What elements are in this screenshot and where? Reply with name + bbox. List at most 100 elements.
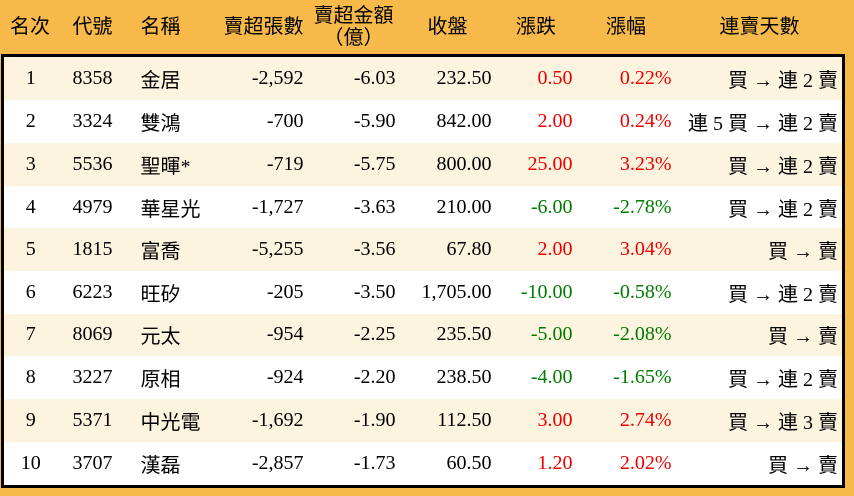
sell-volume-cell: -954 bbox=[266, 323, 304, 346]
sell-amount-cell: -2.25 bbox=[353, 323, 396, 346]
stock-name-cell: 原相 bbox=[140, 369, 181, 392]
stock-code-cell: 4979 bbox=[72, 195, 113, 218]
table-row: 6 6223 旺矽 -205 -3.50 1,705.00 -10.00 -0.… bbox=[2, 270, 844, 314]
ranking-table: 名次 代號 名稱 賣超張數 賣超金額 （億） 收盤 漲跌 漲幅 連賣天數 1 8… bbox=[1, 0, 845, 488]
header-streak: 連賣天數 bbox=[719, 15, 800, 38]
sell-amount-cell: -3.63 bbox=[353, 195, 396, 218]
stock-code-cell: 3707 bbox=[72, 451, 113, 474]
table-row: 7 8069 元太 -954 -2.25 235.50 -5.00 -2.08%… bbox=[2, 313, 844, 357]
sell-volume-cell: -1,692 bbox=[251, 408, 304, 431]
rank-cell: 2 bbox=[25, 110, 36, 133]
change-pct-cell: 3.04% bbox=[619, 238, 672, 261]
rank-cell: 6 bbox=[25, 280, 36, 303]
stock-name-cell: 聖暉* bbox=[140, 155, 191, 178]
header-change-pct: 漲幅 bbox=[606, 15, 646, 38]
sell-volume-cell: -205 bbox=[266, 280, 304, 303]
stock-code-cell: 3227 bbox=[72, 366, 113, 389]
sell-amount-cell: -5.90 bbox=[353, 110, 396, 133]
sell-volume-cell: -2,592 bbox=[251, 67, 304, 90]
sell-volume-cell: -924 bbox=[266, 366, 304, 389]
close-price-cell: 60.50 bbox=[446, 451, 492, 474]
table-row: 10 3707 漢磊 -2,857 -1.73 60.50 1.20 2.02%… bbox=[2, 441, 844, 487]
rank-cell: 3 bbox=[25, 152, 36, 175]
stock-name-cell: 旺矽 bbox=[140, 283, 181, 306]
header-change: 漲跌 bbox=[516, 15, 556, 38]
streak-cell: 買 → 連 2 賣 bbox=[728, 198, 838, 221]
rank-cell: 10 bbox=[20, 451, 41, 474]
stock-code-cell: 8069 bbox=[72, 323, 113, 346]
change-cell: 3.00 bbox=[537, 408, 573, 431]
change-cell: -4.00 bbox=[530, 366, 573, 389]
streak-cell: 買 → 連 2 賣 bbox=[728, 283, 838, 306]
change-pct-cell: 0.24% bbox=[619, 110, 672, 133]
streak-cell: 買 → 連 2 賣 bbox=[728, 369, 838, 392]
change-cell: -6.00 bbox=[530, 195, 573, 218]
close-price-cell: 800.00 bbox=[436, 152, 492, 175]
stock-code-cell: 5371 bbox=[72, 408, 113, 431]
change-cell: 0.50 bbox=[537, 67, 573, 90]
table-row: 2 3324 雙鴻 -700 -5.90 842.00 2.00 0.24% 連… bbox=[2, 100, 844, 144]
change-pct-cell: 3.23% bbox=[619, 152, 672, 175]
sell-volume-cell: -2,857 bbox=[251, 451, 304, 474]
change-cell: -10.00 bbox=[520, 280, 573, 303]
header-name: 名稱 bbox=[140, 15, 181, 38]
sell-volume-cell: -700 bbox=[266, 110, 304, 133]
header-sell-amount-line2: （億） bbox=[323, 27, 384, 49]
close-price-cell: 67.80 bbox=[446, 238, 492, 261]
rank-cell: 8 bbox=[25, 366, 36, 389]
stock-code-cell: 3324 bbox=[72, 110, 113, 133]
streak-cell: 連 5 買 → 連 2 賣 bbox=[688, 113, 838, 136]
rank-cell: 1 bbox=[25, 67, 36, 90]
streak-cell: 買 → 連 2 賣 bbox=[728, 155, 838, 178]
header-sell-amount: 賣超金額 （億） bbox=[308, 0, 400, 56]
stock-name-cell: 漢磊 bbox=[140, 454, 181, 477]
change-pct-cell: 2.74% bbox=[619, 408, 672, 431]
stock-code-cell: 5536 bbox=[72, 152, 113, 175]
rank-cell: 7 bbox=[25, 323, 36, 346]
table-row: 5 1815 富喬 -5,255 -3.56 67.80 2.00 3.04% … bbox=[2, 228, 844, 271]
sell-volume-cell: -1,727 bbox=[251, 195, 304, 218]
stock-name-cell: 中光電 bbox=[140, 411, 201, 434]
stock-code-cell: 8358 bbox=[72, 67, 113, 90]
streak-cell: 買 → 賣 bbox=[768, 454, 838, 477]
close-price-cell: 112.50 bbox=[437, 408, 492, 431]
header-sell-amount-line1: 賣超金額 bbox=[313, 4, 394, 27]
stock-code-cell: 1815 bbox=[72, 238, 113, 261]
change-cell: 2.00 bbox=[537, 110, 573, 133]
close-price-cell: 232.50 bbox=[436, 67, 492, 90]
sell-amount-cell: -6.03 bbox=[353, 67, 396, 90]
change-cell: 2.00 bbox=[537, 238, 573, 261]
stock-name-cell: 元太 bbox=[140, 326, 181, 349]
close-price-cell: 235.50 bbox=[436, 323, 492, 346]
stock-name-cell: 雙鴻 bbox=[140, 113, 181, 136]
table-row: 8 3227 原相 -924 -2.20 238.50 -4.00 -1.65%… bbox=[2, 356, 844, 399]
rank-cell: 5 bbox=[25, 238, 36, 261]
change-pct-cell: -2.08% bbox=[613, 323, 672, 346]
rank-cell: 9 bbox=[25, 408, 36, 431]
sell-amount-cell: -3.56 bbox=[353, 238, 396, 261]
close-price-cell: 1,705.00 bbox=[421, 280, 492, 303]
close-price-cell: 238.50 bbox=[436, 366, 492, 389]
change-pct-cell: 0.22% bbox=[619, 67, 672, 90]
table-row: 9 5371 中光電 -1,692 -1.90 112.50 3.00 2.74… bbox=[2, 398, 844, 442]
table-row: 4 4979 華星光 -1,727 -3.63 210.00 -6.00 -2.… bbox=[2, 185, 844, 229]
stock-code-cell: 6223 bbox=[72, 280, 113, 303]
change-cell: 25.00 bbox=[527, 152, 573, 175]
rank-cell: 4 bbox=[25, 195, 36, 218]
change-pct-cell: -2.78% bbox=[613, 195, 672, 218]
table-row: 3 5536 聖暉* -719 -5.75 800.00 25.00 3.23%… bbox=[2, 143, 844, 186]
streak-cell: 買 → 賣 bbox=[768, 241, 838, 264]
streak-cell: 買 → 連 3 賣 bbox=[728, 411, 838, 434]
change-pct-cell: -1.65% bbox=[613, 366, 672, 389]
header-code: 代號 bbox=[72, 15, 113, 38]
table-row: 1 8358 金居 -2,592 -6.03 232.50 0.50 0.22%… bbox=[2, 55, 844, 101]
change-cell: 1.20 bbox=[537, 451, 573, 474]
stock-name-cell: 富喬 bbox=[140, 241, 181, 264]
streak-cell: 買 → 連 2 賣 bbox=[728, 70, 838, 93]
header-row: 名次 代號 名稱 賣超張數 賣超金額 （億） 收盤 漲跌 漲幅 連賣天數 bbox=[3, 0, 844, 56]
change-pct-cell: -0.58% bbox=[613, 280, 672, 303]
header-close: 收盤 bbox=[427, 15, 468, 38]
sell-amount-cell: -2.20 bbox=[353, 366, 396, 389]
header-rank: 名次 bbox=[10, 15, 50, 38]
